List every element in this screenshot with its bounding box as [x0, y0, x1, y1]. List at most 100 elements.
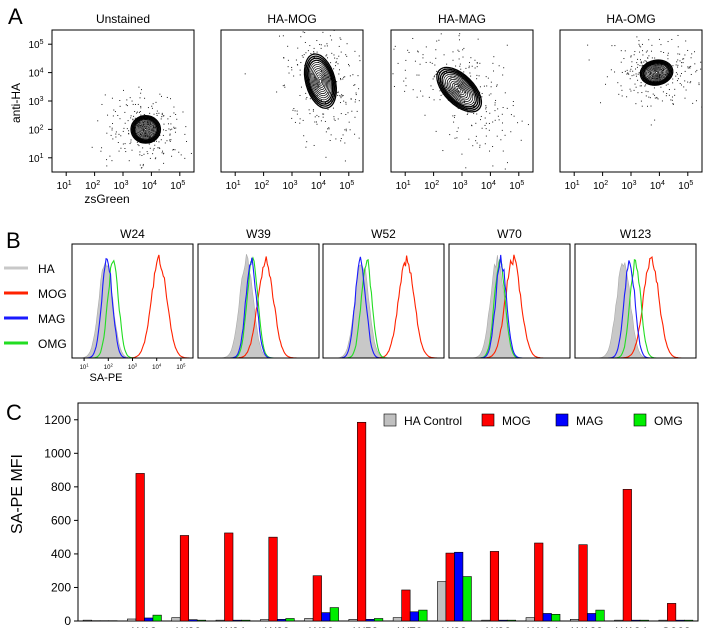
event-dot — [657, 98, 659, 100]
event-dot — [118, 150, 120, 152]
event-dot — [635, 73, 637, 75]
event-dot — [685, 89, 687, 91]
event-dot — [173, 127, 175, 129]
event-dot — [276, 91, 278, 93]
event-dot — [368, 202, 369, 203]
event-dot — [639, 85, 641, 87]
contour-line — [457, 87, 462, 92]
y-tick-label: 0 — [64, 614, 71, 628]
event-dot — [282, 85, 284, 87]
event-dot — [111, 160, 113, 162]
event-dot — [325, 131, 327, 133]
event-dot — [641, 105, 643, 107]
event-dot — [132, 103, 134, 105]
event-dot — [462, 56, 464, 58]
histogram-title: W39 — [246, 227, 271, 241]
event-dot — [345, 101, 347, 103]
event-dot — [677, 46, 679, 48]
event-dot — [157, 147, 159, 149]
event-dot — [684, 80, 686, 82]
bar-mog-W88 — [445, 552, 455, 622]
contour-line — [643, 62, 670, 83]
event-dot — [320, 120, 322, 122]
event-dot — [287, 59, 289, 61]
panel-b-xlabel: SA-PE — [89, 372, 122, 384]
event-dot — [184, 133, 186, 135]
event-dot — [679, 75, 681, 77]
event-dot — [485, 105, 487, 107]
event-dot — [155, 140, 157, 142]
event-dot — [323, 20, 324, 21]
event-dot — [169, 139, 171, 141]
contour-line — [130, 115, 162, 144]
bar-mog-W70 — [401, 589, 411, 622]
mag-histogram — [575, 260, 696, 358]
event-dot — [114, 111, 116, 113]
contour-line — [138, 122, 153, 137]
event-dot — [502, 122, 504, 124]
event-dot — [107, 114, 109, 116]
event-dot — [630, 56, 632, 58]
event-dot — [393, 85, 395, 87]
event-dot — [340, 140, 342, 142]
event-dot — [160, 118, 162, 120]
event-dot — [369, 61, 370, 62]
event-dot — [640, 85, 642, 87]
event-dot — [436, 70, 438, 72]
x-tick-label: W104 — [527, 625, 559, 628]
event-dot — [487, 77, 489, 79]
event-dot — [104, 94, 106, 96]
event-dot — [484, 173, 485, 174]
event-dot — [140, 114, 142, 116]
event-dot — [468, 138, 470, 140]
event-dot — [295, 59, 297, 61]
event-dot — [145, 134, 147, 136]
event-dot — [168, 128, 170, 130]
event-dot — [675, 64, 677, 66]
event-dot — [341, 94, 343, 96]
event-dot — [477, 38, 479, 40]
event-dot — [346, 43, 348, 45]
event-dot — [342, 78, 344, 80]
event-dot — [320, 47, 322, 49]
event-dot — [149, 135, 151, 137]
bar-omg-W24 — [241, 619, 251, 622]
bar-mog-W20 — [179, 535, 190, 622]
bar-mag-W90 — [498, 619, 508, 622]
event-dot — [186, 140, 188, 142]
event-dot — [638, 72, 640, 74]
bar-ha-G962 — [658, 619, 668, 622]
event-dot — [420, 90, 422, 92]
event-dot — [333, 30, 335, 31]
event-dot — [316, 114, 318, 116]
event-dot — [167, 118, 169, 120]
event-dot — [439, 99, 441, 101]
event-dot — [484, 143, 486, 145]
bar-mog-W29 — [268, 536, 278, 622]
bar-mog-W39 — [312, 575, 322, 622]
event-dot — [339, 37, 341, 39]
event-dot — [416, 74, 418, 76]
event-dot — [313, 47, 315, 49]
event-dot — [479, 62, 481, 64]
event-dot — [313, 51, 315, 53]
event-dot — [342, 95, 344, 97]
event-dot — [431, 62, 433, 64]
bar-ha-no-serum — [82, 619, 92, 622]
event-dot — [654, 97, 656, 99]
event-dot — [139, 110, 141, 112]
event-dot — [651, 44, 653, 46]
event-dot — [457, 107, 459, 109]
scatter-plot-data — [91, 86, 192, 171]
event-dot — [624, 70, 626, 72]
event-dot — [640, 100, 642, 102]
event-dot — [662, 69, 664, 71]
event-dot — [352, 74, 354, 76]
event-dot — [660, 86, 662, 88]
histogram-title: W24 — [120, 227, 145, 241]
event-dot — [162, 150, 164, 152]
histogram-data — [449, 254, 570, 358]
event-dot — [637, 64, 639, 66]
event-dot — [627, 72, 629, 74]
y-tick-label: 800 — [51, 480, 71, 494]
